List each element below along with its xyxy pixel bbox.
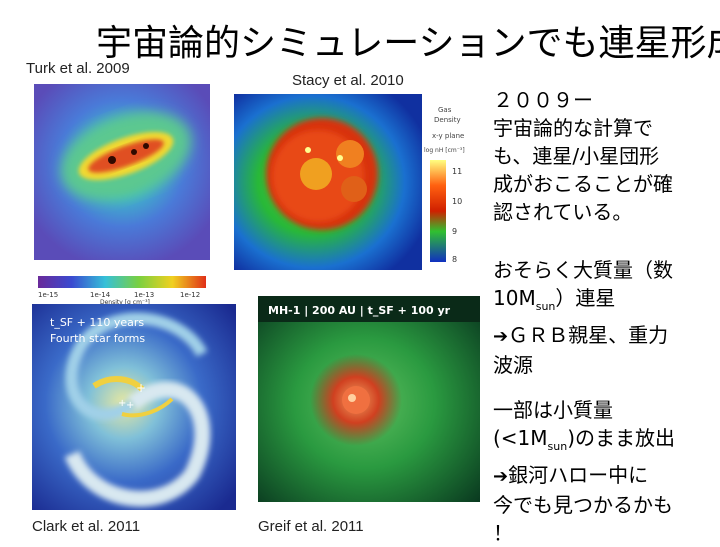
stacy-legend-line3: x-y plane [432,132,464,140]
p3-line2: (<1Msun)のまま放出 [493,424,675,461]
paragraph-low-mass: 一部は小質量 (<1Msun)のまま放出 ➔銀河ハロー中に 今でも見つかるかも … [493,396,675,547]
p2-binary-text: ）連星 [555,286,616,310]
greif-header: MH-1 | 200 AU | t_SF + 100 yr [268,304,451,317]
clark-caption-event: Fourth star forms [50,332,145,345]
p3-line4: 今でも見つかるかも [493,493,673,517]
turk-colorbar-tick-3: 1e-12 [180,291,200,299]
p2-line4: 波源 [493,353,533,377]
clark-star-marker: + [136,381,146,395]
stacy-legend-tick-9: 9 [452,227,457,236]
p1-line: 成がおこることが確 [493,172,673,196]
p2-mass-value: 10M [493,286,536,310]
p3-line5: ！ [493,521,513,545]
p3-mass-value: (<1M [493,426,548,450]
turk-colorbar-label: Density [g cm⁻³] [100,299,150,306]
p3-halo-text: 銀河ハロー中に [508,463,649,487]
p1-line: も、連星/小星団形 [493,144,660,168]
stacy-legend-tick-10: 10 [452,197,462,206]
clark-star-marker: + [126,400,134,411]
arrow-right-icon: ➔ [493,326,509,347]
p1-line: 認されている。 [493,200,633,224]
citation-clark: Clark et al. 2011 [32,518,141,535]
clark-star-marker: + [118,398,126,409]
turk-colorbar-tick-2: 1e-13 [134,291,154,299]
p1-line: ２００９ー [493,88,593,112]
slide-title: 宇宙論的シミュレーションでも連星形成 [96,23,720,64]
greif-simulation-image: MH-1 | 200 AU | t_SF + 100 yr [258,296,480,502]
citation-greif: Greif et al. 2011 [258,518,364,535]
stacy-legend-line2: Density [434,116,461,124]
turk-simulation-image: 1e-15 1e-14 1e-13 1e-12 Density [g cm⁻³] [34,84,210,306]
paragraph-massive-binary: おそらく大質量（数 10Msun）連星 ➔ＧＲＢ親星、重力 波源 [493,256,673,379]
p2-line1: おそらく大質量（数 [493,258,673,282]
p2-sun-subscript: sun [535,300,556,313]
p3-line1: 一部は小質量 [493,398,613,422]
turk-colorbar-tick-0: 1e-15 [38,291,58,299]
stacy-legend-line1: Gas [438,106,452,114]
clark-simulation-image: t_SF + 110 years Fourth star forms + + + [32,304,236,510]
stacy-legend-tick-11: 11 [452,167,462,176]
p3-ejected-text: )のまま放出 [567,426,676,450]
p3-sun-subscript: sun [547,440,568,453]
paragraph-2009-finding: ２００９ー 宇宙論的な計算で も、連星/小星団形 成がおこることが確 認されてい… [493,86,673,226]
p2-grb-text: ＧＲＢ親星、重力 [508,323,669,347]
stacy-legend-line4: log nH [cm⁻³] [424,147,465,154]
citation-stacy: Stacy et al. 2010 [292,72,404,89]
clark-caption-time: t_SF + 110 years [50,316,144,329]
p2-line2: 10Msun）連星 [493,284,673,321]
stacy-simulation-image: Gas Density x-y plane log nH [cm⁻³] 11 1… [234,94,490,270]
turk-colorbar-tick-1: 1e-14 [90,291,111,299]
p1-line: 宇宙論的な計算で [493,116,653,140]
stacy-legend-tick-8: 8 [452,255,457,264]
p3-line3: ➔銀河ハロー中に [493,461,675,491]
citation-turk: Turk et al. 2009 [26,60,130,77]
p2-line3: ➔ＧＲＢ親星、重力 [493,321,673,351]
arrow-right-icon: ➔ [493,466,509,487]
